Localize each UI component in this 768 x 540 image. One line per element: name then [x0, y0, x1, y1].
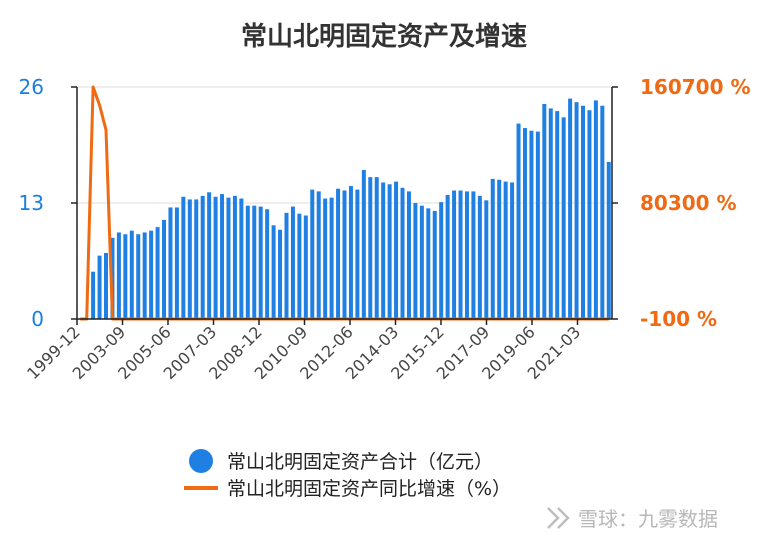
bar: [194, 199, 199, 319]
legend: 常山北明固定资产合计（亿元） 常山北明固定资产同比增速（%）: [184, 449, 511, 500]
bar: [336, 188, 341, 319]
legend-bar-marker: [189, 449, 213, 473]
bar: [220, 194, 225, 319]
bar: [355, 189, 360, 319]
bar: [303, 215, 308, 319]
bar: [265, 209, 270, 319]
bar: [168, 207, 173, 319]
bar: [207, 192, 212, 319]
left-tick-label: 26: [19, 75, 44, 99]
bar: [116, 232, 121, 319]
bar: [452, 190, 457, 319]
bar: [129, 230, 134, 319]
bar: [574, 102, 579, 320]
bar: [394, 181, 399, 319]
bar: [155, 227, 160, 319]
bar: [142, 232, 147, 319]
bar: [136, 234, 141, 319]
bar: [548, 108, 553, 320]
bar: [213, 196, 218, 319]
bar: [497, 179, 502, 319]
bar: [374, 177, 379, 319]
bar: [181, 196, 186, 319]
bar: [187, 199, 192, 319]
bar: [174, 207, 179, 319]
legend-bar-label: 常山北明固定资产合计（亿元）: [227, 451, 493, 473]
bar: [477, 195, 482, 319]
right-y-axis-ticks: -100 % 80300 % 160700 %: [612, 75, 751, 331]
bar: [542, 103, 547, 319]
bar: [381, 182, 386, 319]
bar: [400, 187, 405, 319]
left-tick-label: 13: [19, 191, 44, 215]
bar: [406, 191, 411, 319]
bar-series: [91, 98, 611, 320]
bar: [580, 105, 585, 319]
bar: [239, 198, 244, 319]
bar: [432, 211, 437, 319]
bar: [323, 198, 328, 319]
legend-line-label: 常山北明固定资产同比增速（%）: [227, 478, 511, 500]
bar: [361, 169, 366, 319]
bar: [368, 177, 373, 319]
right-tick-label: 80300 %: [640, 191, 737, 215]
bar: [464, 191, 469, 319]
bar: [149, 230, 154, 319]
left-y-axis-ticks: 0 13 26: [19, 75, 77, 331]
bar: [510, 182, 515, 319]
bar: [329, 197, 334, 319]
right-tick-label: -100 %: [640, 307, 717, 331]
bar: [561, 117, 566, 319]
xueqiu-logo-icon: [547, 507, 570, 529]
bar: [284, 212, 289, 319]
bar: [278, 229, 283, 319]
bar: [593, 100, 598, 319]
x-axis-ticks: 1999-122003-092005-062007-032008-122010-…: [23, 319, 584, 383]
bar: [297, 213, 302, 319]
watermark: 雪球：九雾数据: [547, 507, 718, 531]
watermark-text: 雪球：九雾数据: [578, 507, 718, 531]
bar: [342, 190, 347, 319]
bar: [162, 219, 167, 319]
bar: [97, 255, 102, 319]
bar: [445, 194, 450, 319]
bar: [316, 191, 321, 319]
bar: [555, 111, 560, 319]
bar: [387, 184, 392, 319]
bar: [271, 225, 276, 319]
bar: [419, 205, 424, 319]
bar: [439, 202, 444, 319]
bar: [490, 178, 495, 319]
bar: [200, 195, 205, 319]
bar: [516, 123, 521, 319]
bar: [458, 190, 463, 319]
bar: [290, 206, 295, 319]
bar: [310, 189, 315, 319]
bar: [503, 181, 508, 319]
left-tick-label: 0: [31, 307, 44, 331]
bar: [232, 195, 237, 319]
bar: [529, 130, 534, 319]
bar: [348, 186, 353, 319]
bar: [484, 200, 489, 319]
chart-title: 常山北明固定资产及增速: [241, 21, 527, 52]
right-tick-label: 160700 %: [640, 75, 751, 99]
bar: [600, 105, 605, 319]
bar: [522, 128, 527, 319]
bar: [471, 191, 476, 319]
bar: [91, 271, 96, 319]
bar: [606, 161, 611, 319]
bar: [252, 205, 257, 319]
bar: [226, 197, 231, 319]
bar: [587, 110, 592, 319]
bar: [245, 205, 250, 319]
bar: [568, 98, 573, 319]
bar: [413, 203, 418, 319]
bar: [535, 131, 540, 319]
bar: [123, 234, 128, 319]
bar: [104, 252, 109, 319]
bar: [426, 208, 431, 319]
bar: [258, 206, 263, 319]
